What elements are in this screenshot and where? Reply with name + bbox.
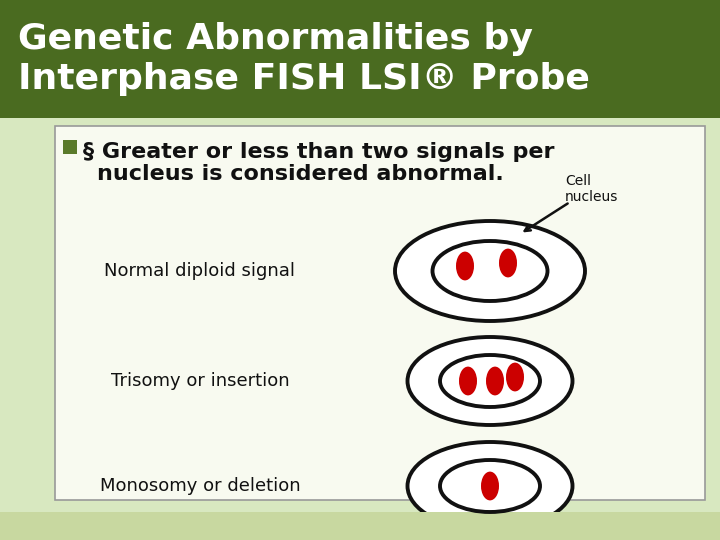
Ellipse shape bbox=[408, 337, 572, 425]
Ellipse shape bbox=[440, 460, 540, 512]
Ellipse shape bbox=[481, 471, 499, 501]
FancyBboxPatch shape bbox=[0, 0, 720, 118]
Ellipse shape bbox=[459, 367, 477, 395]
Ellipse shape bbox=[433, 241, 547, 301]
FancyBboxPatch shape bbox=[55, 126, 705, 500]
Text: Normal diploid signal: Normal diploid signal bbox=[104, 262, 295, 280]
FancyBboxPatch shape bbox=[63, 140, 77, 154]
Text: § Greater or less than two signals per: § Greater or less than two signals per bbox=[83, 142, 554, 162]
Ellipse shape bbox=[440, 355, 540, 407]
Text: Monosomy or deletion: Monosomy or deletion bbox=[99, 477, 300, 495]
Text: Genetic Abnormalities by
Interphase FISH LSI® Probe: Genetic Abnormalities by Interphase FISH… bbox=[18, 22, 590, 96]
Text: Cell
nucleus: Cell nucleus bbox=[565, 174, 618, 204]
Ellipse shape bbox=[395, 221, 585, 321]
Ellipse shape bbox=[408, 442, 572, 530]
Ellipse shape bbox=[506, 362, 524, 392]
Ellipse shape bbox=[486, 367, 504, 395]
Text: nucleus is considered abnormal.: nucleus is considered abnormal. bbox=[97, 164, 504, 184]
Ellipse shape bbox=[456, 252, 474, 280]
FancyBboxPatch shape bbox=[0, 512, 720, 540]
Ellipse shape bbox=[499, 248, 517, 278]
Text: Trisomy or insertion: Trisomy or insertion bbox=[111, 372, 289, 390]
